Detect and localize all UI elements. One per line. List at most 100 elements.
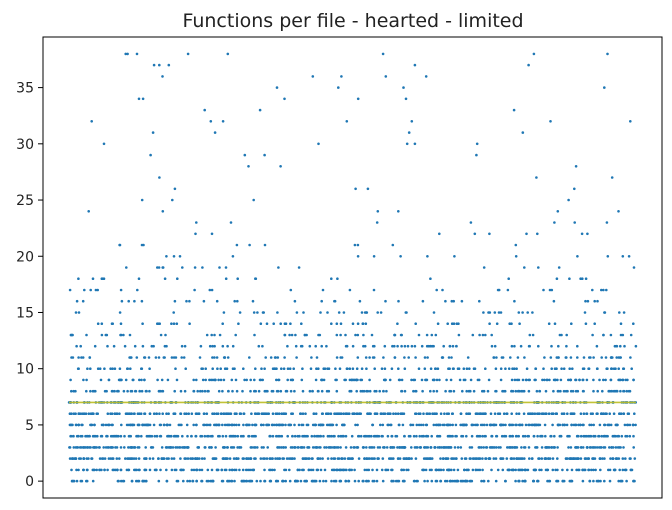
data-point xyxy=(90,457,93,460)
data-point xyxy=(356,333,360,337)
data-point xyxy=(595,479,599,483)
data-point xyxy=(215,468,219,472)
data-point xyxy=(381,479,385,483)
data-point xyxy=(552,389,555,393)
data-point xyxy=(546,468,550,472)
data-point xyxy=(362,333,365,337)
data-point xyxy=(557,344,560,348)
data-point xyxy=(483,412,486,416)
data-point xyxy=(322,479,325,483)
data-point xyxy=(569,389,573,393)
data-point xyxy=(593,322,596,326)
data-point xyxy=(330,322,333,326)
data-point xyxy=(323,367,327,371)
data-point xyxy=(314,378,318,382)
data-point xyxy=(494,457,498,460)
data-point xyxy=(490,468,493,472)
data-point xyxy=(429,367,433,371)
data-point xyxy=(492,457,496,460)
data-point xyxy=(87,457,90,460)
data-point xyxy=(454,423,458,427)
data-point xyxy=(336,277,339,281)
data-point xyxy=(466,356,470,359)
data-point xyxy=(473,232,477,236)
data-point xyxy=(521,389,525,393)
data-point xyxy=(82,412,86,416)
data-point xyxy=(546,457,550,460)
data-point xyxy=(632,378,635,382)
data-point xyxy=(141,479,144,483)
data-point xyxy=(183,412,186,416)
data-point xyxy=(488,232,491,236)
data-point xyxy=(625,479,628,483)
data-point xyxy=(219,412,223,416)
data-point xyxy=(590,468,593,472)
data-point xyxy=(126,52,129,56)
data-point xyxy=(472,389,476,393)
data-point xyxy=(611,457,615,460)
data-point xyxy=(243,378,246,382)
data-point xyxy=(153,434,157,438)
data-point xyxy=(271,389,275,393)
data-point xyxy=(527,446,531,449)
data-point xyxy=(262,457,265,460)
data-point xyxy=(275,86,279,89)
data-point xyxy=(617,457,621,460)
data-point xyxy=(420,378,424,382)
data-point xyxy=(540,457,544,460)
data-point xyxy=(115,457,119,460)
data-point xyxy=(382,412,386,416)
data-point xyxy=(124,52,127,56)
data-point xyxy=(607,468,610,472)
data-point xyxy=(133,344,137,348)
data-point xyxy=(117,479,120,483)
data-point xyxy=(521,468,524,472)
data-point xyxy=(591,288,594,292)
data-point xyxy=(484,446,488,449)
data-point xyxy=(161,457,165,460)
data-point xyxy=(396,446,399,449)
data-point xyxy=(528,333,532,337)
data-point xyxy=(143,356,147,359)
data-point xyxy=(259,378,263,382)
data-point xyxy=(571,389,575,393)
data-point xyxy=(112,344,116,348)
data-point xyxy=(84,446,87,449)
data-point xyxy=(285,457,289,460)
data-point xyxy=(484,457,488,460)
data-point xyxy=(576,254,579,258)
data-point xyxy=(190,457,194,460)
data-point xyxy=(426,412,430,416)
data-point xyxy=(421,299,425,303)
data-point xyxy=(603,423,606,427)
data-point xyxy=(196,389,199,393)
data-point xyxy=(410,378,413,382)
data-point xyxy=(345,120,349,123)
data-point xyxy=(376,311,380,314)
data-point xyxy=(237,446,241,449)
data-point xyxy=(332,457,336,460)
data-point xyxy=(80,434,84,438)
data-point xyxy=(615,344,618,348)
data-point xyxy=(153,468,157,472)
data-point xyxy=(203,389,207,393)
data-point xyxy=(396,344,399,348)
data-point xyxy=(185,299,188,303)
data-point xyxy=(586,232,589,236)
data-point xyxy=(320,378,323,382)
data-point xyxy=(613,468,616,472)
data-point xyxy=(85,479,89,483)
data-point xyxy=(490,344,494,348)
data-point xyxy=(517,434,520,438)
data-point xyxy=(315,367,318,371)
data-point xyxy=(301,457,305,460)
data-point xyxy=(133,446,136,449)
data-point xyxy=(632,266,636,269)
data-point xyxy=(232,434,236,438)
data-point xyxy=(184,367,187,371)
data-point xyxy=(582,367,586,371)
data-point xyxy=(210,288,214,292)
data-point xyxy=(222,378,226,382)
data-point xyxy=(211,367,214,371)
data-point xyxy=(569,378,573,382)
